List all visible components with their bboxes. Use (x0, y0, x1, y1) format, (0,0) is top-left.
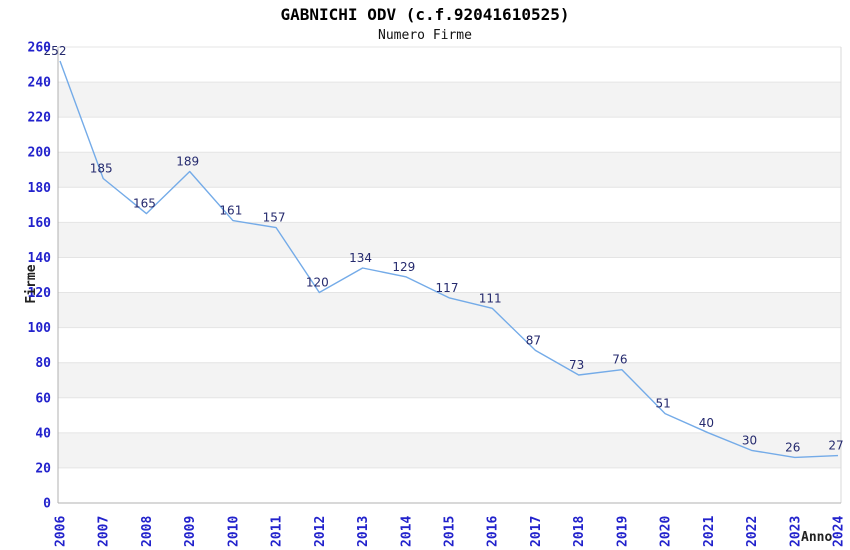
plot-band (58, 432, 841, 468)
x-axis-title: Anno (801, 530, 833, 545)
x-tick-label: 2013 (356, 516, 371, 547)
x-tick-label: 2014 (399, 516, 414, 547)
data-point-label: 51 (655, 397, 670, 411)
x-tick-label: 2010 (226, 516, 241, 547)
y-tick-label: 200 (28, 146, 52, 161)
data-point-label: 111 (479, 291, 502, 305)
x-tick-label: 2021 (702, 516, 717, 547)
data-point-label: 26 (785, 440, 800, 454)
y-tick-label: 120 (28, 286, 52, 301)
x-tick-label: 2011 (270, 516, 285, 547)
x-tick-label: 2023 (788, 516, 803, 547)
y-tick-label: 180 (28, 181, 52, 196)
data-point-label: 165 (133, 197, 156, 211)
x-tick-label: 2007 (97, 516, 112, 547)
y-axis-title: Firme (24, 264, 39, 304)
x-tick-label: 2020 (659, 516, 674, 547)
x-tick-label: 2008 (140, 516, 155, 547)
data-point-label: 117 (436, 281, 459, 295)
data-point-label: 189 (176, 155, 199, 169)
plot-band (58, 222, 841, 258)
y-tick-label: 160 (28, 216, 52, 231)
x-tick-label: 2015 (443, 516, 458, 547)
y-tick-label: 100 (28, 321, 52, 336)
y-tick-label: 260 (28, 41, 52, 56)
data-point-label: 134 (349, 251, 372, 265)
trend-line (59, 60, 839, 459)
y-tick-label: 60 (35, 391, 51, 406)
y-tick-label: 20 (35, 461, 51, 476)
x-tick-label: 2012 (313, 516, 328, 547)
x-tick-label: 2024 (832, 516, 847, 547)
data-point-label: 129 (392, 260, 415, 274)
y-tick-label: 140 (28, 251, 52, 266)
x-tick-label: 2009 (183, 516, 198, 547)
data-point-label: 120 (306, 276, 329, 290)
data-point-label: 161 (219, 204, 242, 218)
x-tick-label: 2016 (486, 516, 501, 547)
data-point-label: 73 (569, 358, 584, 372)
data-point-label: 87 (526, 333, 541, 347)
chart-subtitle: Numero Firme (378, 28, 472, 43)
y-tick-label: 40 (35, 426, 51, 441)
data-point-label: 76 (612, 353, 627, 367)
x-tick-label: 2019 (615, 516, 630, 547)
plot-band (58, 152, 841, 188)
data-point-label: 252 (44, 44, 67, 58)
data-point-label: 185 (90, 162, 113, 176)
x-tick-label: 2018 (572, 516, 587, 547)
data-point-label: 30 (742, 433, 757, 447)
x-tick-label: 2022 (745, 516, 760, 547)
data-point-label: 40 (699, 416, 714, 430)
plot-band (58, 82, 841, 118)
y-tick-label: 240 (28, 76, 52, 91)
y-tick-label: 220 (28, 111, 52, 126)
x-tick-label: 2017 (529, 516, 544, 547)
y-tick-label: 80 (35, 356, 51, 371)
x-tick-label: 2006 (54, 516, 69, 547)
y-tick-label: 0 (43, 497, 51, 512)
data-point-label: 157 (263, 211, 286, 225)
plot-band (58, 362, 841, 398)
chart-title: GABNICHI ODV (c.f.92041610525) (280, 5, 570, 24)
data-point-label: 27 (828, 439, 843, 453)
